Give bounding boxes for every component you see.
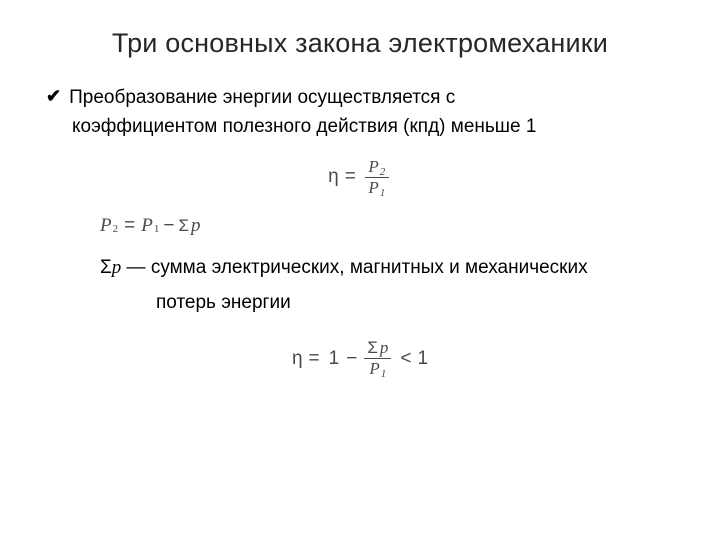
subscript-1: 1: [381, 369, 387, 381]
dash: —: [121, 257, 151, 278]
definition-text-1: сумма электрических, магнитных и механич…: [151, 257, 588, 278]
numerator: Σp: [364, 339, 391, 357]
subscript-2: 2: [113, 223, 119, 235]
checkmark-icon: ✔: [46, 83, 61, 109]
symbol-sigma: Σ: [367, 339, 378, 357]
fraction: Σp P1: [364, 339, 391, 378]
var-P: P: [141, 215, 153, 237]
subscript-2: 2: [380, 167, 386, 179]
definition-line-2: потерь энергии: [156, 288, 680, 317]
less-than-sign: <: [400, 348, 411, 370]
formula-eta-fraction: η = P2 P1: [40, 158, 680, 197]
numerator: P2: [365, 158, 388, 176]
slide: Три основных закона электромеханики ✔ Пр…: [0, 0, 720, 540]
symbol-eta: η: [292, 348, 303, 370]
var-P: P: [100, 215, 112, 237]
formula-p2-expansion: P2 = P1 − Σ p: [100, 215, 680, 237]
denominator: P1: [366, 360, 389, 378]
var-P: P: [368, 158, 378, 176]
equals-sign: =: [309, 348, 320, 370]
slide-title: Три основных закона электромеханики: [40, 28, 680, 59]
formula-eta-final: η = 1 − Σp P1 < 1: [40, 339, 680, 378]
var-p: p: [112, 257, 122, 278]
var-p: p: [380, 339, 389, 357]
symbol-sigma: Σ: [178, 216, 189, 236]
var-P: P: [368, 179, 378, 197]
symbol-sigma: Σ: [100, 257, 112, 278]
equals-sign: =: [124, 215, 135, 237]
bullet-line-1: Преобразование энергии осуществляется с: [69, 83, 455, 112]
bullet-line-2: коэффициентом полезного действия (кпд) м…: [72, 112, 680, 141]
fraction: P2 P1: [365, 158, 389, 197]
minus-sign: −: [346, 348, 357, 370]
minus-sign: −: [163, 215, 174, 237]
denominator: P1: [365, 179, 388, 197]
var-p: p: [191, 215, 201, 237]
var-P: P: [369, 360, 379, 378]
number-one: 1: [329, 348, 340, 370]
definition-line-1: Σp — сумма электрических, магнитных и ме…: [100, 253, 680, 282]
equals-sign: =: [345, 166, 356, 188]
subscript-1: 1: [380, 188, 386, 200]
symbol-eta: η: [328, 166, 339, 188]
bullet-item: ✔ Преобразование энергии осуществляется …: [46, 83, 680, 112]
number-one: 1: [417, 348, 428, 370]
subscript-1: 1: [154, 223, 160, 235]
